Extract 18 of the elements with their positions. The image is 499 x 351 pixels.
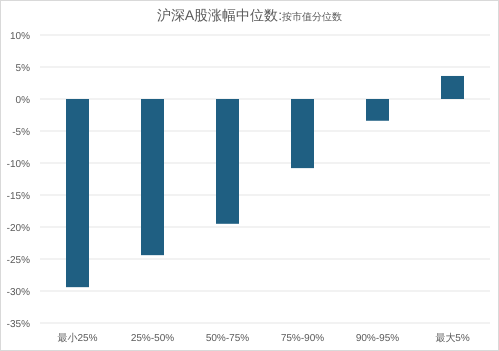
x-tick-label: 最大5% bbox=[435, 332, 470, 344]
y-tick-label: 5% bbox=[16, 63, 30, 74]
x-tick-label: 50%-75% bbox=[206, 333, 250, 344]
chart-title: 沪深A股涨幅中位数: bbox=[156, 7, 282, 23]
x-tick-label: 25%-50% bbox=[130, 333, 174, 344]
x-tick-label: 75%-90% bbox=[280, 333, 324, 344]
y-tick-label: 0% bbox=[16, 95, 30, 106]
y-tick-label: 10% bbox=[10, 31, 30, 42]
y-tick-label: -10% bbox=[6, 159, 30, 170]
y-tick-label: -30% bbox=[6, 287, 30, 298]
y-tick-label: -20% bbox=[6, 223, 30, 234]
y-tick-label: -5% bbox=[12, 127, 30, 138]
y-tick-label: -15% bbox=[6, 191, 30, 202]
x-tick-label: 90%-95% bbox=[356, 333, 400, 344]
chart-subtitle: 按市值分位数 bbox=[282, 11, 342, 23]
y-tick-label: -35% bbox=[6, 319, 30, 330]
x-tick-label: 最小25% bbox=[57, 332, 98, 344]
y-tick-label: -25% bbox=[6, 255, 30, 266]
